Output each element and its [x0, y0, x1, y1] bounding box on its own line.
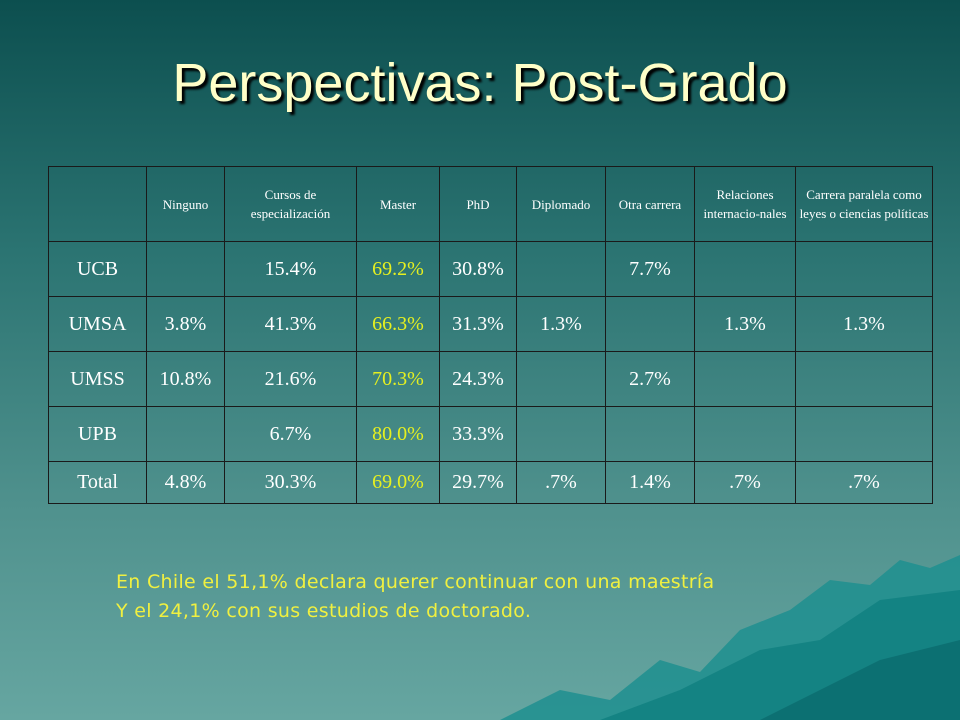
table-cell — [146, 241, 225, 297]
table-cell: 21.6% — [224, 351, 357, 407]
note-line: Y el 24,1% con sus estudios de doctorado… — [116, 600, 532, 622]
table-row: UCB 15.4% 69.2% 30.8% 7.7% — [48, 241, 933, 297]
table-row: UPB 6.7% 80.0% 33.3% — [48, 406, 933, 462]
table-cell: 30.3% — [224, 461, 357, 504]
table-cell — [605, 406, 695, 462]
header-cell: PhD — [439, 166, 517, 242]
header-cell: Relaciones internacio-nales — [694, 166, 796, 242]
table-cell: 30.8% — [439, 241, 517, 297]
table-cell — [516, 241, 606, 297]
header-row: Ninguno Cursos de especialización Master Ph… — [48, 166, 933, 242]
header-cell: Carrera paralela como leyes o ciencias p… — [795, 166, 933, 242]
table-cell — [795, 406, 933, 462]
table-cell: .7% — [516, 461, 606, 504]
table-cell: 29.7% — [439, 461, 517, 504]
table-cell: 70.3% — [356, 351, 440, 407]
table-cell: 10.8% — [146, 351, 225, 407]
table-cell — [694, 241, 796, 297]
data-table: Ninguno Cursos de especialización Master Ph… — [48, 166, 933, 504]
table-row: UMSS 10.8% 21.6% 70.3% 24.3% 2.7% — [48, 351, 933, 407]
table-cell: 1.3% — [516, 296, 606, 352]
slide-title: Perspectivas: Post-Grado — [172, 53, 788, 113]
table-cell: 80.0% — [356, 406, 440, 462]
table-cell: 1.4% — [605, 461, 695, 504]
table-cell — [694, 406, 796, 462]
row-label: UMSS — [48, 351, 147, 407]
table-cell: 66.3% — [356, 296, 440, 352]
header-cell: Ninguno — [146, 166, 225, 242]
table-cell — [605, 296, 695, 352]
table-cell: 31.3% — [439, 296, 517, 352]
table-cell: 24.3% — [439, 351, 517, 407]
table-row: Total 4.8% 30.3% 69.0% 29.7% .7% 1.4% .7% .7% — [48, 461, 933, 504]
row-label: UMSA — [48, 296, 147, 352]
table-row: UMSA 3.8% 41.3% 66.3% 31.3% 1.3% 1.3% 1.3% — [48, 296, 933, 352]
header-cell: Diplomado — [516, 166, 606, 242]
header-cell: Otra carrera — [605, 166, 695, 242]
header-cell: Cursos de especialización — [224, 166, 357, 242]
table-cell: 1.3% — [694, 296, 796, 352]
table-cell — [516, 406, 606, 462]
row-label: UCB — [48, 241, 147, 297]
table-cell: 69.2% — [356, 241, 440, 297]
table-cell: 7.7% — [605, 241, 695, 297]
header-cell — [48, 166, 147, 242]
table-cell: 3.8% — [146, 296, 225, 352]
table-cell: 41.3% — [224, 296, 357, 352]
note-line: En Chile el 51,1% declara querer continu… — [116, 571, 715, 593]
table-cell: 69.0% — [356, 461, 440, 504]
table-cell — [795, 241, 933, 297]
table-cell: 1.3% — [795, 296, 933, 352]
table-cell: 4.8% — [146, 461, 225, 504]
table-cell: 2.7% — [605, 351, 695, 407]
table-cell: 33.3% — [439, 406, 517, 462]
row-label: UPB — [48, 406, 147, 462]
table-cell — [795, 351, 933, 407]
header-cell: Master — [356, 166, 440, 242]
row-label: Total — [48, 461, 147, 504]
table-cell: 15.4% — [224, 241, 357, 297]
table-cell — [146, 406, 225, 462]
table-cell: .7% — [795, 461, 933, 504]
notes: En Chile el 51,1% declara querer continu… — [116, 568, 714, 626]
table-cell — [516, 351, 606, 407]
table-cell — [694, 351, 796, 407]
table-cell: 6.7% — [224, 406, 357, 462]
table-cell: .7% — [694, 461, 796, 504]
